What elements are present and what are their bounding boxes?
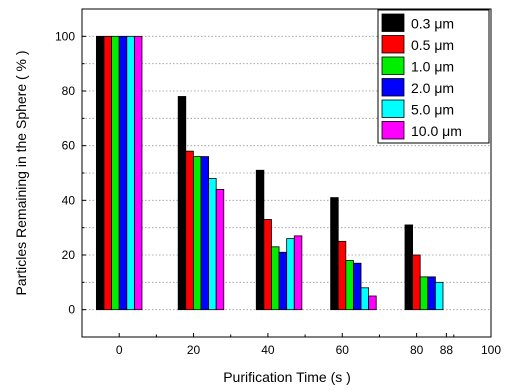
y-tick-label: 40 [62, 193, 76, 207]
bar [404, 224, 413, 311]
bar [412, 254, 421, 311]
legend: 0.3 μm 0.5 μm 1.0 μm 2.0 μm 5.0 μm 10.0 μm [377, 9, 490, 144]
y-axis-label: Particles Remaining in the Sphere ( % ) [13, 50, 29, 295]
legend-label: 10.0 μm [411, 123, 462, 139]
x-axis-label: Purification Time (s ) [223, 369, 351, 385]
axis-ticks: 0 20 40 60 80 100 0 20 40 60 80 88 100 [55, 8, 501, 357]
bar [419, 276, 429, 311]
bar [263, 219, 272, 311]
x-tick-label: 100 [481, 343, 501, 357]
legend-label: 2.0 μm [411, 80, 454, 96]
bar [177, 96, 187, 311]
bar [360, 287, 370, 311]
bar [118, 35, 128, 311]
bar [427, 276, 436, 311]
legend-swatch [381, 78, 405, 97]
bar [368, 295, 377, 311]
y-tick-label: 20 [62, 248, 76, 262]
legend-box [377, 9, 490, 144]
y-tick-label: 0 [68, 303, 75, 317]
bar [353, 262, 362, 311]
bar [95, 35, 105, 311]
bar [111, 35, 120, 311]
bar [185, 150, 194, 311]
bar [293, 235, 303, 311]
legend-label: 1.0 μm [411, 59, 454, 75]
x-tick-label: 40 [261, 343, 275, 357]
legend-swatch [381, 56, 405, 75]
bar [126, 35, 135, 311]
bar [337, 240, 347, 311]
bar [208, 178, 217, 311]
bar [133, 35, 143, 311]
x-tick-label: 0 [116, 343, 123, 357]
bar [278, 251, 288, 311]
bar [255, 169, 265, 311]
bar [286, 238, 295, 311]
bar [200, 156, 209, 311]
x-tick-label: 80 [410, 343, 424, 357]
legend-swatch [381, 13, 405, 32]
legend-swatch [381, 121, 405, 140]
legend-label: 0.3 μm [411, 16, 454, 32]
bar [271, 246, 280, 311]
legend-swatch [381, 99, 405, 118]
bars [95, 35, 444, 311]
bar [215, 188, 225, 311]
bar [345, 260, 354, 311]
y-tick-label: 80 [62, 84, 76, 98]
x-tick-label: 60 [336, 343, 350, 357]
bar [434, 281, 444, 311]
legend-label: 5.0 μm [411, 102, 454, 118]
y-tick-label: 60 [62, 139, 76, 153]
x-tick-label: 88 [440, 343, 454, 357]
legend-label: 0.5 μm [411, 37, 454, 53]
bar [103, 35, 112, 311]
y-tick-label: 100 [55, 29, 75, 43]
bar [192, 156, 202, 311]
x-tick-label: 20 [187, 343, 201, 357]
bar [330, 197, 339, 311]
legend-swatch [381, 35, 405, 54]
